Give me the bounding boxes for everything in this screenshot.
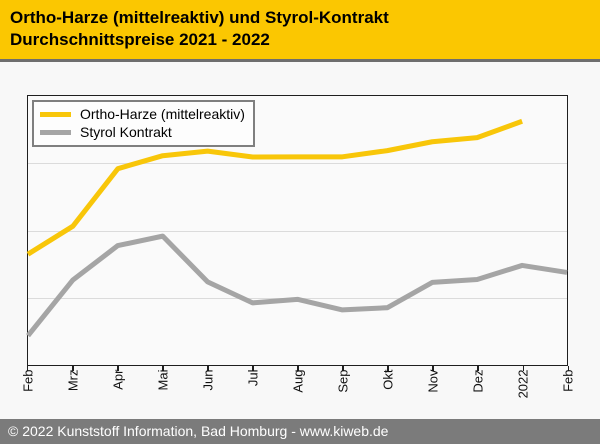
x-axis-label: Mai bbox=[155, 369, 171, 391]
page-title-line1: Ortho-Harze (mittelreaktiv) und Styrol-K… bbox=[10, 8, 389, 27]
gridline bbox=[28, 230, 567, 232]
copyright-footer: © 2022 Kunststoff Information, Bad Hombu… bbox=[0, 419, 600, 444]
x-axis-tick bbox=[162, 366, 164, 371]
title-bar: Ortho-Harze (mittelreaktiv) und Styrol-K… bbox=[0, 0, 600, 62]
x-axis-tick bbox=[26, 366, 29, 371]
gridline bbox=[28, 163, 567, 165]
x-axis-label: 2022 bbox=[515, 369, 531, 399]
x-axis-tick bbox=[522, 366, 524, 371]
ortho-line-swatch-icon bbox=[40, 111, 71, 117]
x-axis-tick bbox=[117, 366, 119, 371]
x-axis-tick bbox=[72, 366, 74, 371]
x-axis-tick bbox=[567, 366, 570, 371]
ortho-harze-line bbox=[26, 118, 523, 257]
x-axis-label: Apr bbox=[110, 369, 126, 390]
x-axis-tick bbox=[342, 366, 344, 371]
legend-item-styrol-kontrakt: Styrol Kontrakt bbox=[40, 124, 247, 140]
x-axis-label: Aug bbox=[290, 369, 306, 393]
x-axis-label: Jun bbox=[200, 369, 216, 391]
x-axis-label: Okt bbox=[380, 369, 396, 390]
styrol-line-swatch-icon bbox=[40, 129, 71, 135]
x-axis-label: Mrz bbox=[65, 369, 81, 392]
page-title: Ortho-Harze (mittelreaktiv) und Styrol-K… bbox=[0, 0, 600, 51]
legend: Ortho-Harze (mittelreaktiv) Styrol Kontr… bbox=[32, 100, 255, 147]
x-axis-label: Feb bbox=[20, 369, 36, 392]
page-title-line2: Durchschnittspreise 2021 - 2022 bbox=[10, 30, 270, 49]
x-axis-label: Jul bbox=[245, 369, 261, 387]
x-axis-tick bbox=[387, 366, 389, 371]
chart-canvas bbox=[26, 118, 568, 338]
x-axis-label: Nov bbox=[425, 369, 441, 393]
x-axis-tick bbox=[477, 366, 479, 371]
legend-label: Ortho-Harze (mittelreaktiv) bbox=[80, 106, 245, 122]
x-axis-tick bbox=[207, 366, 209, 371]
styrol-kontrakt-line bbox=[26, 233, 568, 338]
x-axis-tick bbox=[432, 366, 434, 371]
x-axis-label: Feb bbox=[560, 369, 576, 392]
x-axis-label: Sep bbox=[335, 369, 351, 393]
legend-item-ortho-harze: Ortho-Harze (mittelreaktiv) bbox=[40, 106, 247, 122]
x-axis-tick bbox=[297, 366, 299, 371]
x-axis-label: Dez bbox=[470, 369, 486, 393]
x-axis-tick bbox=[252, 366, 254, 371]
legend-label: Styrol Kontrakt bbox=[80, 124, 172, 140]
